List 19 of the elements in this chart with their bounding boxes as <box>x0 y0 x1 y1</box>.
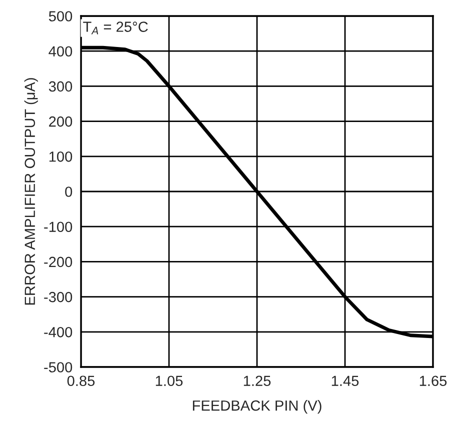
x-tick-label: 0.85 <box>67 376 95 386</box>
y-tick-label: 400 <box>48 46 72 57</box>
x-tick-label: 1.05 <box>156 376 183 386</box>
x-tick-label: 1.25 <box>244 376 271 386</box>
y-tick-label: 500 <box>48 11 72 22</box>
x-tick-label: 1.45 <box>332 376 359 386</box>
y-tick-label: 300 <box>48 81 72 92</box>
y-tick-label: 200 <box>49 116 72 127</box>
y-tick-label: -500 <box>44 362 72 372</box>
y-tick-label: -200 <box>44 256 72 268</box>
y-tick-label: 0 <box>65 186 72 197</box>
y-axis-title: ERROR AMPLIFIER OUTPUT (μA) <box>24 78 38 305</box>
y-tick-label: 100 <box>49 152 72 162</box>
x-axis-title: FEEDBACK PIN (V) <box>192 400 322 414</box>
y-tick-label: -100 <box>44 222 72 232</box>
annotation: T$_{A}$ = 25°C <box>83 22 148 34</box>
y-tick-label: -300 <box>44 292 72 302</box>
x-tick-label: 1.65 <box>420 376 447 386</box>
y-tick-label: -400 <box>44 327 72 338</box>
